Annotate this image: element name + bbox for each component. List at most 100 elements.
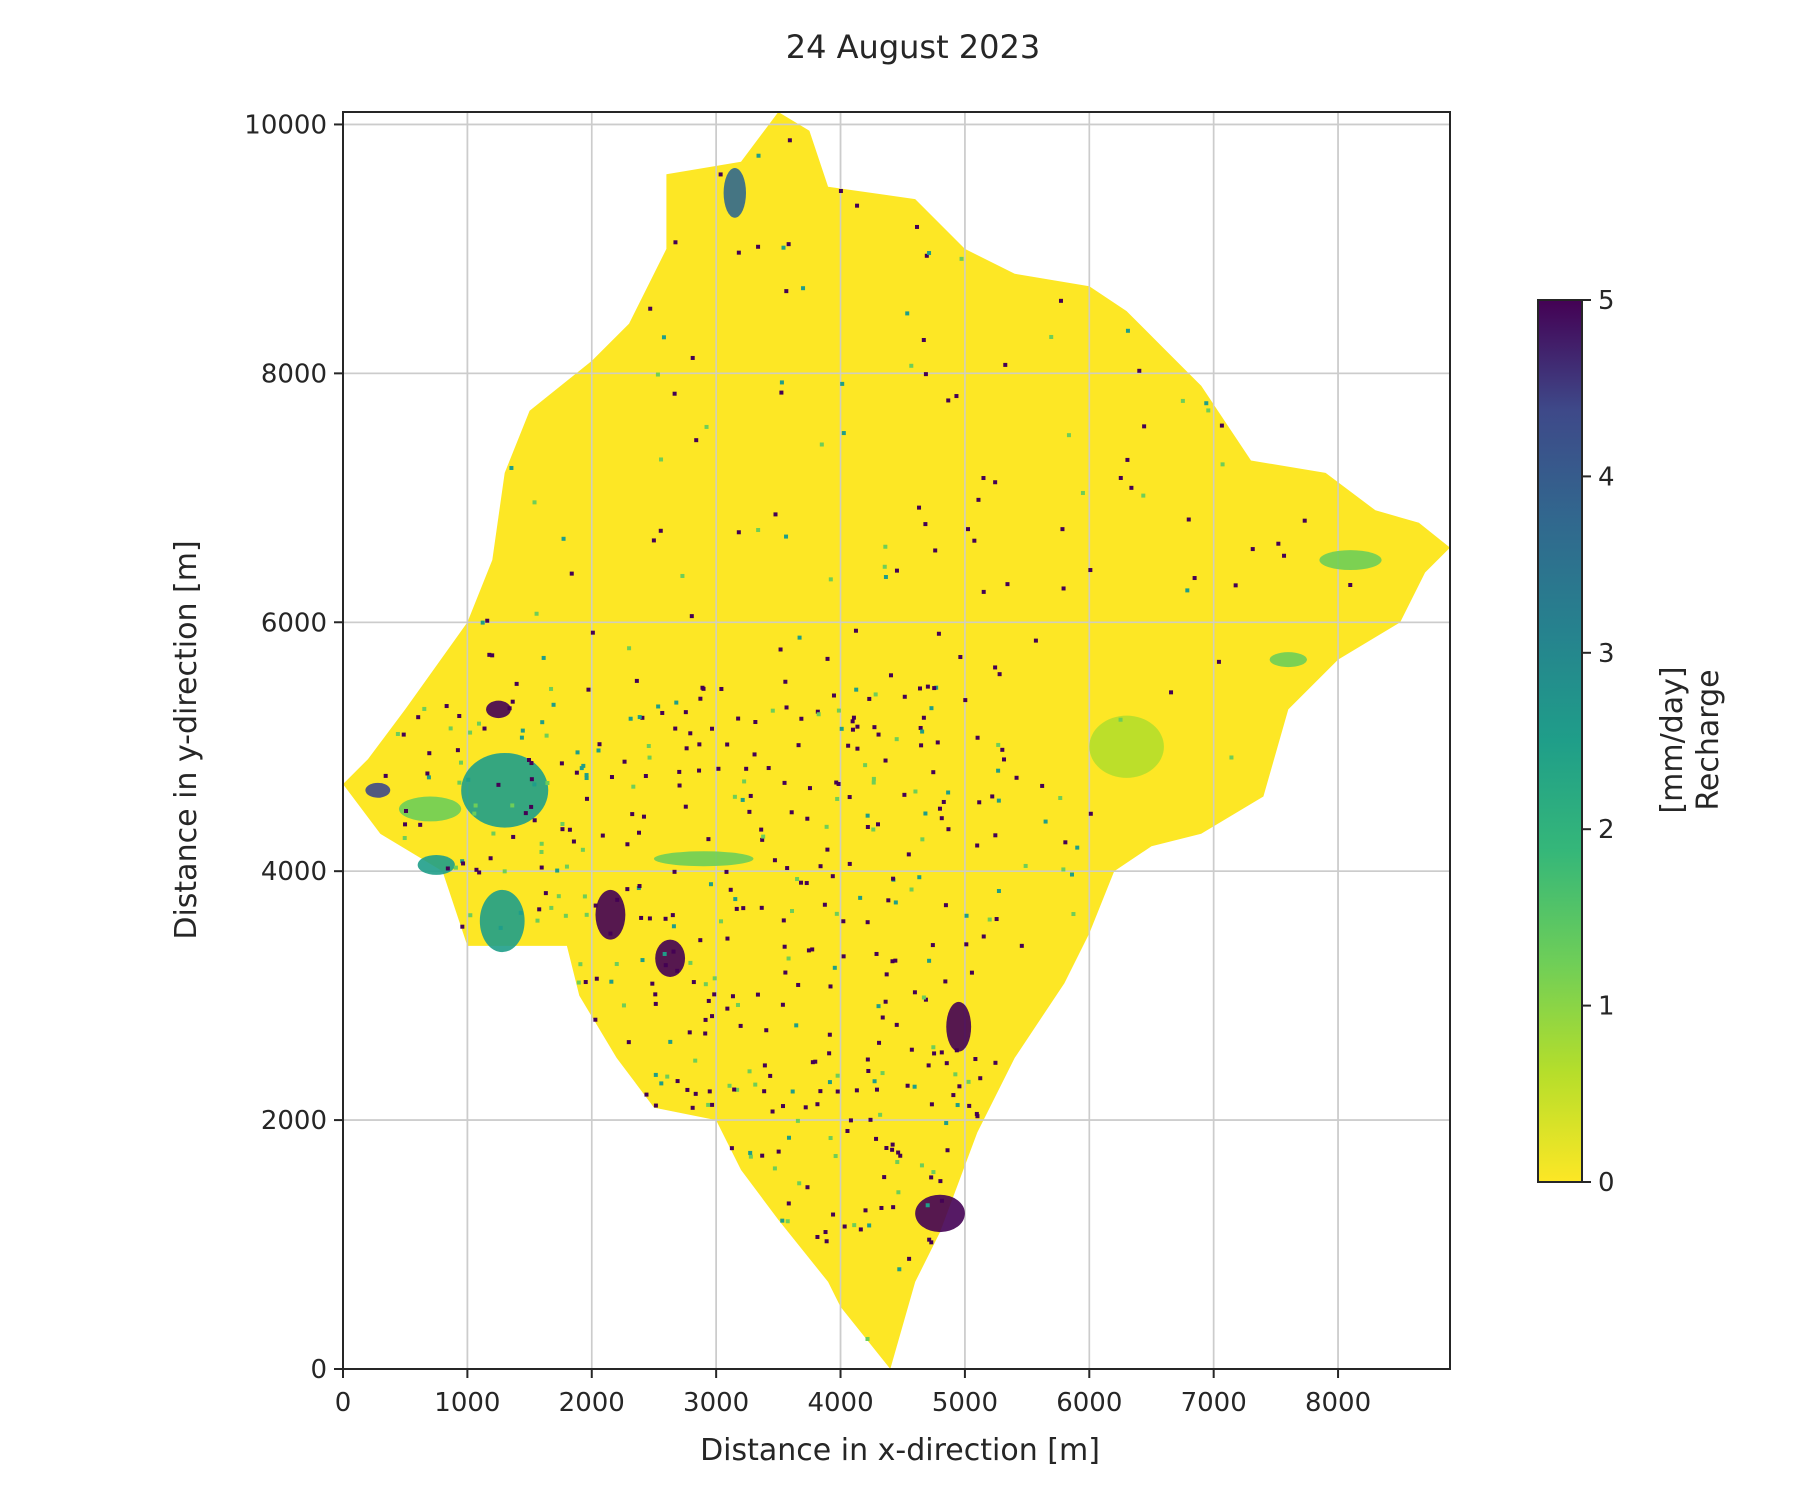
- recharge-cell: [878, 1112, 883, 1117]
- recharge-cell: [920, 729, 925, 734]
- recharge-cell: [1058, 796, 1063, 801]
- recharge-cell: [845, 1128, 850, 1133]
- recharge-cell: [894, 737, 899, 742]
- recharge-cell: [756, 153, 761, 158]
- recharge-cell: [936, 631, 941, 636]
- recharge-cell: [810, 947, 815, 952]
- recharge-cell: [876, 1004, 881, 1009]
- recharge-cell: [951, 1093, 956, 1098]
- recharge-cell: [418, 822, 423, 827]
- recharge-cell: [748, 793, 753, 798]
- recharge-cell: [694, 438, 699, 443]
- recharge-cell: [1088, 811, 1093, 816]
- plot-frame: [342, 111, 1451, 1370]
- recharge-cell: [1250, 547, 1255, 552]
- recharge-cell: [874, 1136, 879, 1141]
- recharge-cell: [978, 1076, 983, 1081]
- x-tick-label: 5000: [932, 1388, 998, 1418]
- recharge-cell: [532, 782, 537, 787]
- recharge-cell: [748, 1150, 753, 1155]
- recharge-cell: [873, 692, 878, 697]
- recharge-cell: [770, 708, 775, 713]
- recharge-cell: [468, 913, 473, 918]
- recharge-cell: [779, 380, 784, 385]
- recharge-cell: [457, 780, 462, 785]
- recharge-cell: [672, 391, 677, 396]
- recharge-cell: [627, 646, 632, 651]
- recharge-cell: [796, 982, 801, 987]
- recharge-cell: [458, 760, 463, 765]
- recharge-cell: [848, 1118, 853, 1123]
- recharge-cell: [805, 1185, 810, 1190]
- recharge-cell: [474, 867, 479, 872]
- recharge-cell: [689, 614, 694, 619]
- colorbar-tick-label: 0: [1598, 1168, 1615, 1198]
- x-tick-label: 0: [335, 1388, 352, 1418]
- colorbar-ticks: 0 1 2 3 4 5: [1582, 286, 1615, 1198]
- recharge-cell: [491, 831, 496, 836]
- recharge-cell: [891, 1205, 896, 1210]
- recharge-cell: [734, 906, 739, 911]
- recharge-cell: [594, 976, 599, 981]
- recharge-cell: [461, 861, 466, 866]
- recharge-cell: [593, 903, 598, 908]
- recharge-cell: [905, 1083, 910, 1088]
- recharge-cell: [880, 1015, 885, 1020]
- x-tick-label: 1000: [434, 1388, 500, 1418]
- colorbar-tick-label: 3: [1598, 639, 1615, 669]
- recharge-cell: [884, 972, 889, 977]
- recharge-cell: [1186, 517, 1191, 522]
- recharge-cell: [401, 732, 406, 737]
- x-tick-label: 3000: [683, 1388, 749, 1418]
- recharge-cell: [987, 917, 992, 922]
- recharge-cell: [915, 224, 920, 229]
- recharge-cell: [485, 618, 490, 623]
- recharge-cell: [498, 925, 503, 930]
- recharge-cell: [1220, 462, 1225, 467]
- recharge-cell: [673, 726, 678, 731]
- recharge-cell: [490, 653, 495, 658]
- recharge-cell: [996, 889, 1001, 894]
- recharge-cell: [993, 833, 998, 838]
- recharge-cell: [1061, 586, 1066, 591]
- recharge-cell: [790, 1089, 795, 1094]
- recharge-cell: [895, 1160, 900, 1165]
- recharge-cell: [1088, 568, 1093, 573]
- recharge-cell: [539, 849, 544, 854]
- recharge-cell: [975, 1114, 980, 1119]
- recharge-cell: [468, 730, 473, 735]
- recharge-cell: [909, 887, 914, 892]
- recharge-cell: [457, 714, 462, 719]
- y-tick-label: 10000: [244, 110, 327, 140]
- recharge-cell: [828, 1136, 833, 1141]
- recharge-cell: [874, 1087, 879, 1092]
- recharge-cell: [1169, 690, 1174, 695]
- recharge-cell: [875, 822, 880, 827]
- recharge-cell: [523, 811, 528, 816]
- colorbar-tick-label: 2: [1598, 815, 1615, 845]
- recharge-cell: [706, 998, 711, 1003]
- recharge-cell: [815, 709, 820, 714]
- recharge-patch: [1269, 652, 1307, 668]
- recharge-cell: [427, 751, 432, 756]
- recharge-cell: [529, 804, 534, 809]
- recharge-cell: [806, 948, 811, 953]
- recharge-cell: [518, 910, 523, 915]
- recharge-cell: [855, 746, 860, 751]
- recharge-cell: [583, 980, 588, 985]
- recharge-cell: [883, 999, 888, 1004]
- recharge-cell: [944, 1061, 949, 1066]
- recharge-cell: [543, 891, 548, 896]
- recharge-cell: [886, 898, 891, 903]
- recharge-cell: [759, 905, 764, 910]
- recharge-cell: [662, 951, 667, 956]
- recharge-cell: [581, 763, 586, 768]
- recharge-cell: [926, 1063, 931, 1068]
- recharge-cell: [725, 742, 730, 747]
- recharge-cell: [724, 869, 729, 874]
- recharge-cell: [608, 931, 613, 936]
- recharge-cell: [929, 1102, 934, 1107]
- recharge-cell: [555, 868, 560, 873]
- recharge-cell: [783, 679, 788, 684]
